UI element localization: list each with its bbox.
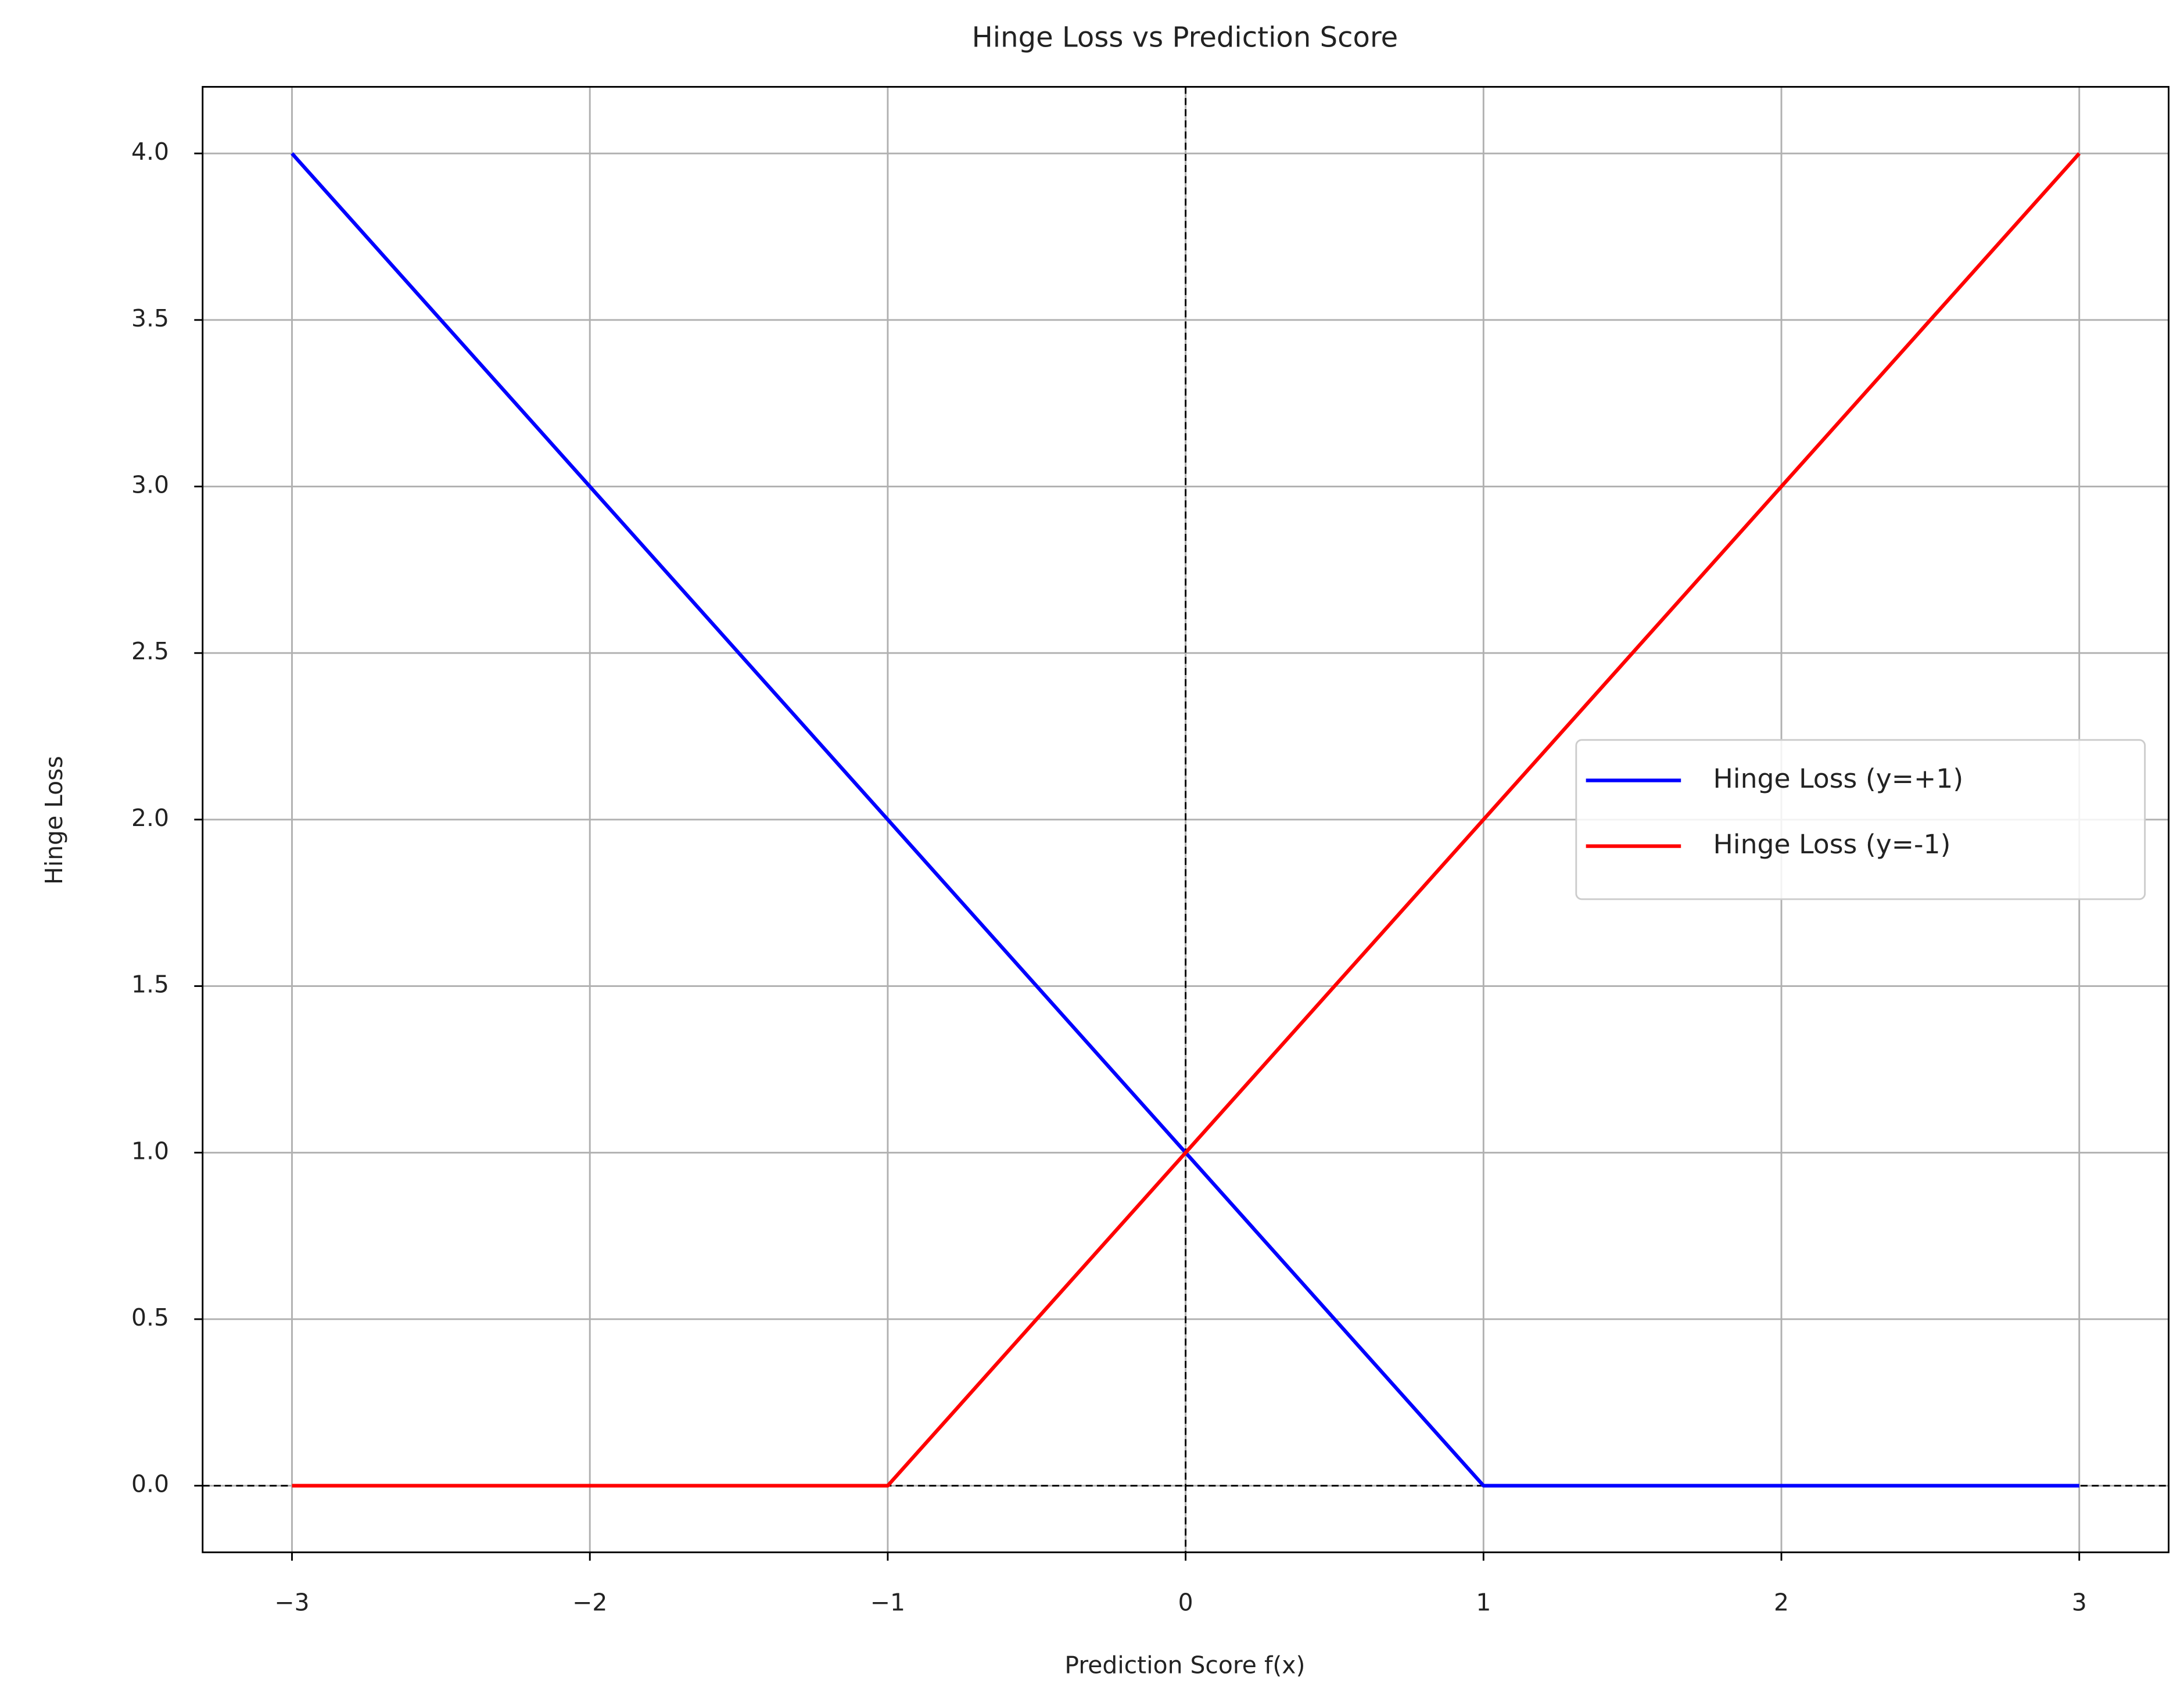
x-tick-label: 0 [1178,1588,1193,1616]
y-tick-label: 1.5 [131,971,169,999]
y-tick-label: 4.0 [131,138,169,166]
y-tick-label: 0.5 [131,1304,169,1331]
series-line [292,152,2081,1488]
y-tick-label: 3.0 [131,471,169,499]
legend-box [1575,739,2146,900]
chart-title: Hinge Loss vs Prediction Score [972,21,1398,54]
y-tick-label: 2.5 [131,637,169,665]
legend-label: Hinge Loss (y=-1) [1713,829,1951,860]
plot-area [202,87,2169,1553]
y-tick-label: 1.0 [131,1137,169,1165]
x-tick-label: 3 [2072,1588,2087,1616]
x-tick-label: −2 [572,1588,607,1616]
x-axis-label: Prediction Score f(x) [1064,1651,1305,1679]
y-tick-label: 3.5 [131,304,169,332]
x-tick-label: 1 [1476,1588,1491,1616]
legend: Hinge Loss (y=+1) Hinge Loss (y=-1) [1575,739,2146,900]
y-tick-label: 2.0 [131,804,169,832]
legend-label: Hinge Loss (y=+1) [1713,763,1964,794]
x-tick-label: −3 [274,1588,309,1616]
ticks: −3 −2 −1 0 1 2 3 0.0 0.5 1.0 1.5 2.0 2.5 3.0 3.5 4.0 [131,138,2087,1616]
y-tick-label: 0.0 [131,1470,169,1498]
y-axis-label: Hinge Loss [40,756,68,885]
x-tick-label: 2 [1774,1588,1789,1616]
x-tick-label: −1 [870,1588,905,1616]
